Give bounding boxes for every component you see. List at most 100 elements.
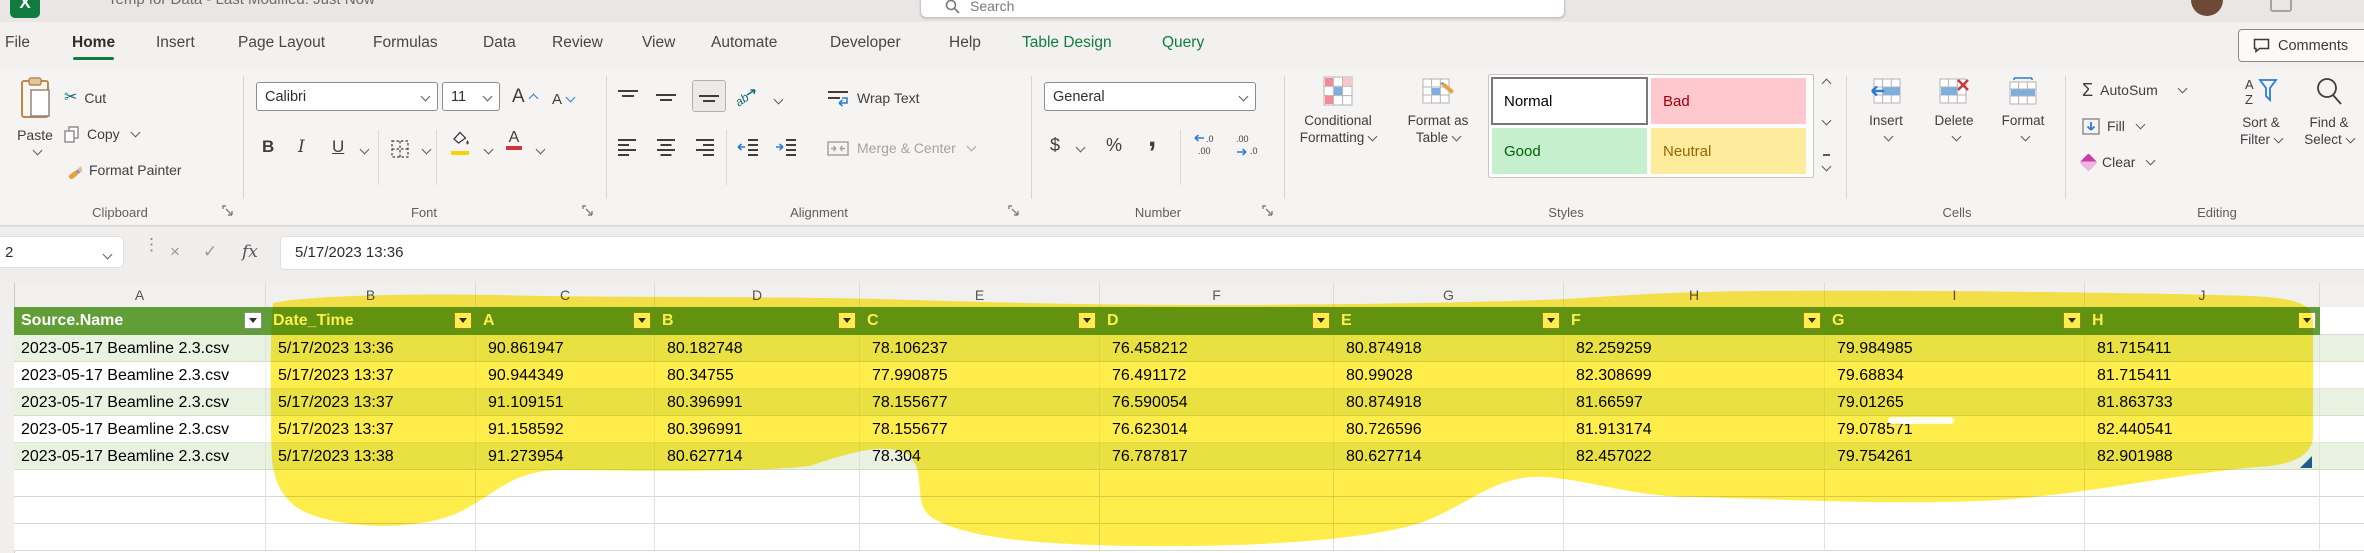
search-box[interactable]: Search	[920, 0, 1565, 18]
cell[interactable]: 78.304	[860, 443, 1100, 470]
borders-dropdown-icon[interactable]	[421, 144, 432, 155]
column-letter-C[interactable]: C	[476, 283, 655, 307]
wrap-text-button[interactable]: Wrap Text	[826, 84, 920, 112]
cell[interactable]: 79.754261	[1825, 443, 2085, 470]
cell[interactable]	[1100, 470, 1334, 497]
align-top-button[interactable]	[616, 82, 640, 112]
cell[interactable]: 81.66597	[1564, 389, 1825, 416]
cell[interactable]: 91.273954	[476, 443, 655, 470]
cell[interactable]: 80.627714	[1334, 443, 1564, 470]
cell[interactable]: 80.627714	[655, 443, 860, 470]
align-right-button[interactable]	[692, 132, 716, 162]
align-middle-button[interactable]	[654, 82, 678, 112]
cell[interactable]	[655, 524, 860, 551]
excel-logo-icon[interactable]: X	[10, 0, 40, 18]
copy-dropdown-icon[interactable]	[130, 127, 141, 138]
cell[interactable]: 91.158592	[476, 416, 655, 443]
cell[interactable]	[266, 524, 476, 551]
cell[interactable]: 76.787817	[1100, 443, 1334, 470]
column-letter-G[interactable]: G	[1334, 283, 1564, 307]
tab-help[interactable]: Help	[949, 34, 981, 51]
cell[interactable]	[1825, 497, 2085, 524]
cell[interactable]: 80.874918	[1334, 389, 1564, 416]
column-letter-stub[interactable]	[2320, 283, 2364, 307]
table-header-cell[interactable]: B	[655, 307, 860, 335]
cell[interactable]: 81.913174	[1564, 416, 1825, 443]
share-icon[interactable]	[2270, 0, 2292, 12]
column-letter-F[interactable]: F	[1100, 283, 1334, 307]
cell[interactable]: 5/17/2023 13:37	[266, 416, 476, 443]
decrease-decimal-button[interactable]: .00.0	[1234, 130, 1264, 160]
cell[interactable]: 2023-05-17 Beamline 2.3.csv	[14, 443, 266, 470]
cell[interactable]: 79.078571	[1825, 416, 2085, 443]
column-letter-A[interactable]: A	[14, 283, 266, 307]
number-format-select[interactable]: General	[1044, 82, 1256, 111]
cell[interactable]	[2320, 497, 2364, 524]
find-select-button[interactable]: Find & Select	[2296, 74, 2362, 148]
cell[interactable]: 5/17/2023 13:36	[266, 335, 476, 362]
filter-dropdown-button[interactable]	[2298, 312, 2316, 329]
filter-dropdown-button[interactable]	[633, 312, 651, 329]
tab-formulas[interactable]: Formulas	[373, 34, 438, 51]
cell[interactable]	[1564, 470, 1825, 497]
cell[interactable]: 82.440541	[2085, 416, 2320, 443]
format-as-table-button[interactable]: Format as Table	[1392, 74, 1484, 146]
cell[interactable]	[2320, 335, 2364, 362]
cell[interactable]: 5/17/2023 13:37	[266, 362, 476, 389]
table-header-cell[interactable]: A	[476, 307, 655, 335]
column-letter-B[interactable]: B	[266, 283, 476, 307]
tab-developer[interactable]: Developer	[830, 34, 901, 51]
decrease-font-button[interactable]: A	[552, 84, 576, 114]
cell[interactable]: 80.726596	[1334, 416, 1564, 443]
tab-data[interactable]: Data	[483, 34, 516, 51]
filter-dropdown-button[interactable]	[1078, 312, 1096, 329]
autosum-button[interactable]: Σ AutoSum	[2082, 76, 2188, 104]
cell[interactable]: 77.990875	[860, 362, 1100, 389]
bold-button[interactable]: B	[262, 137, 275, 156]
increase-decimal-button[interactable]: .0.00	[1192, 130, 1222, 160]
style-good[interactable]: Good	[1492, 128, 1647, 174]
font-size-select[interactable]: 11	[442, 82, 500, 111]
align-bottom-button[interactable]	[692, 80, 726, 112]
cell[interactable]	[1564, 524, 1825, 551]
gallery-down-icon[interactable]	[1821, 115, 1832, 126]
table-header-cell[interactable]: F	[1564, 307, 1825, 335]
name-box[interactable]: 2	[0, 236, 124, 268]
cell[interactable]	[2320, 470, 2364, 497]
column-letter-H[interactable]: H	[1564, 283, 1825, 307]
delete-cells-button[interactable]: Delete	[1922, 74, 1986, 146]
cell[interactable]	[2320, 524, 2364, 551]
cancel-button[interactable]: ×	[170, 242, 180, 261]
font-dialog-launcher[interactable]	[581, 204, 595, 218]
filter-dropdown-button[interactable]	[1803, 312, 1821, 329]
underline-button[interactable]: U	[332, 137, 345, 156]
cell[interactable]	[1825, 470, 2085, 497]
cell[interactable]: 82.308699	[1564, 362, 1825, 389]
cell[interactable]	[2320, 443, 2364, 470]
table-header-cell[interactable]: D	[1100, 307, 1334, 335]
cell[interactable]: 91.109151	[476, 389, 655, 416]
cell[interactable]	[2320, 416, 2364, 443]
cell[interactable]: 80.99028	[1334, 362, 1564, 389]
insert-cells-button[interactable]: Insert	[1854, 74, 1918, 146]
cell[interactable]: 2023-05-17 Beamline 2.3.csv	[14, 362, 266, 389]
cell[interactable]: 76.623014	[1100, 416, 1334, 443]
cell[interactable]: 81.715411	[2085, 362, 2320, 389]
fill-color-button[interactable]	[450, 130, 470, 160]
format-cells-button[interactable]: Format	[1990, 74, 2056, 146]
cell[interactable]: 80.396991	[655, 416, 860, 443]
cell[interactable]: 82.457022	[1564, 443, 1825, 470]
fill-button[interactable]: Fill	[2082, 112, 2146, 140]
font-color-dropdown-icon[interactable]	[535, 144, 546, 155]
column-letter-E[interactable]: E	[860, 283, 1100, 307]
font-name-select[interactable]: Calibri	[256, 82, 438, 111]
cell[interactable]	[2320, 362, 2364, 389]
cell[interactable]	[2320, 307, 2364, 335]
autosum-dropdown-icon[interactable]	[2177, 83, 2188, 94]
orientation-dropdown-icon[interactable]	[773, 94, 784, 105]
fill-color-dropdown-icon[interactable]	[483, 144, 494, 155]
style-normal[interactable]: Normal	[1491, 77, 1648, 125]
cell[interactable]	[1564, 497, 1825, 524]
cell[interactable]: 90.861947	[476, 335, 655, 362]
filter-dropdown-button[interactable]	[244, 312, 262, 329]
